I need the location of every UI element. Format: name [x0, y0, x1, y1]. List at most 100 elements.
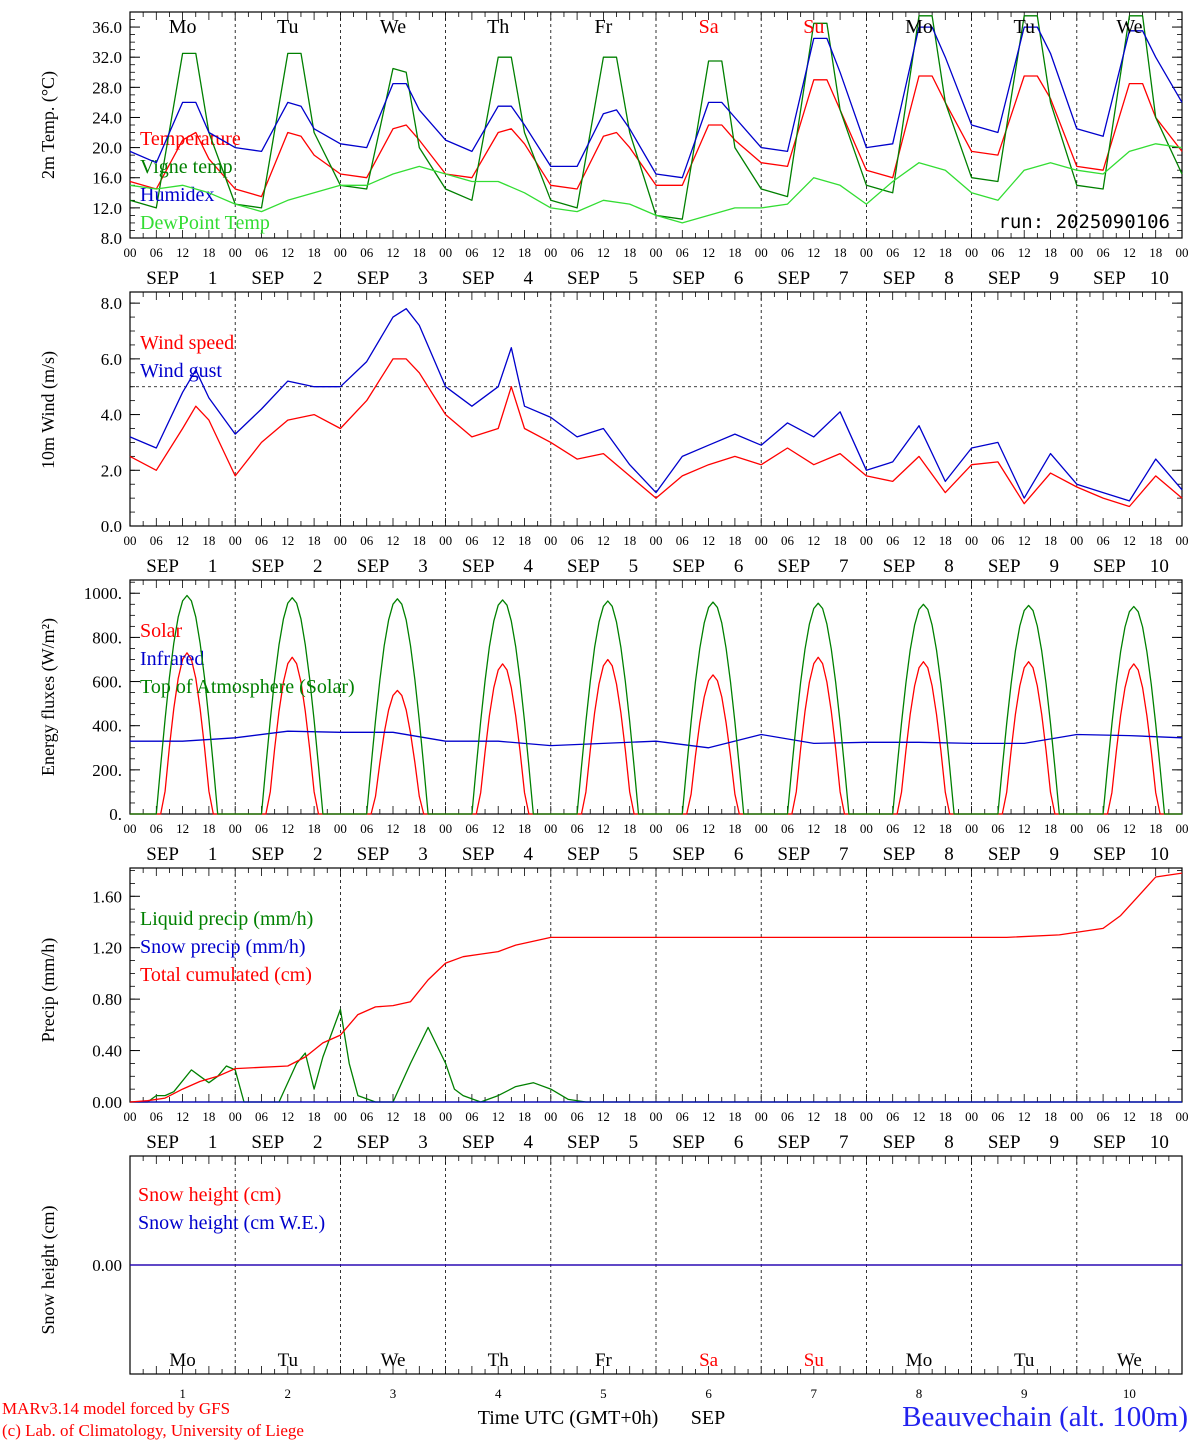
y-tick-label: 1.60 — [92, 887, 122, 906]
x-hour-label: 12 — [1123, 245, 1136, 260]
x-hour-label: 12 — [913, 1109, 926, 1124]
x-hour-label: 06 — [1097, 821, 1111, 836]
x-hour-label: 12 — [807, 1109, 820, 1124]
x-month-label: SEP — [672, 1132, 705, 1153]
x-hour-label: 06 — [1097, 533, 1111, 548]
x-hour-label: 12 — [281, 533, 294, 548]
y-axis-label: Snow height (cm) — [38, 1206, 59, 1335]
series-humidex-legend: Humidex — [140, 184, 214, 206]
x-hour-label: 12 — [281, 1109, 294, 1124]
x-date-label: 9 — [1049, 556, 1059, 577]
x-hour-label: 06 — [991, 821, 1005, 836]
series-snow-precip-mm-h-legend: Snow precip (mm/h) — [140, 936, 306, 958]
y-axis-label: Energy fluxes (W/m²) — [38, 618, 59, 776]
x-hour-label: 18 — [728, 821, 741, 836]
x-hour-label: 12 — [1018, 1109, 1031, 1124]
x-hour-label: 18 — [1149, 821, 1162, 836]
x-hour-label: 00 — [860, 533, 873, 548]
weekday-label: Mo — [169, 16, 197, 38]
x-month-label: SEP — [462, 1132, 495, 1153]
x-date-label: 10 — [1150, 1132, 1169, 1153]
weekday-label: We — [380, 16, 406, 38]
weekday-label: Mo — [905, 16, 933, 38]
y-tick-label: 0.80 — [92, 990, 122, 1009]
x-hour-label: 18 — [202, 245, 215, 260]
x-hour-label: 18 — [518, 1109, 531, 1124]
x-hour-label: 12 — [387, 245, 400, 260]
weekday-label-bottom: We — [381, 1350, 406, 1371]
x-axis-time-label: Time UTC (GMT+0h) — [478, 1407, 659, 1429]
x-hour-label: 06 — [150, 533, 164, 548]
x-hour-label: 00 — [229, 533, 242, 548]
x-hour-label: 00 — [650, 533, 663, 548]
x-hour-label: 12 — [176, 245, 189, 260]
x-hour-label: 12 — [387, 821, 400, 836]
x-date-label: 4 — [523, 268, 533, 289]
x-hour-label: 00 — [124, 533, 137, 548]
x-hour-label: 06 — [781, 821, 795, 836]
x-month-label: SEP — [777, 556, 810, 577]
footer-model: MARv3.14 model forced by GFS — [2, 1399, 230, 1418]
x-hour-label: 00 — [860, 1109, 873, 1124]
weekday-label-bottom: Tu — [1014, 1350, 1035, 1371]
x-date-label: 10 — [1150, 844, 1169, 865]
x-date-label: 8 — [944, 556, 954, 577]
x-month-label: SEP — [462, 268, 495, 289]
x-month-label: SEP — [1093, 556, 1126, 577]
x-month-label: SEP — [251, 844, 284, 865]
weekday-label: Tu — [277, 16, 299, 38]
x-hour-label: 00 — [965, 533, 978, 548]
x-hour-label: 18 — [413, 821, 426, 836]
x-month-label: SEP — [777, 1132, 810, 1153]
x-hour-label: 06 — [571, 245, 585, 260]
x-hour-label: 00 — [755, 245, 768, 260]
x-date-label: 3 — [418, 556, 428, 577]
x-hour-label: 00 — [1070, 533, 1083, 548]
x-hour-label: 18 — [413, 533, 426, 548]
x-month-label: SEP — [357, 268, 390, 289]
x-month-label: SEP — [883, 556, 916, 577]
x-hour-label: 00 — [124, 245, 137, 260]
x-hour-label: 18 — [1044, 1109, 1057, 1124]
x-hour-label: 06 — [676, 245, 690, 260]
x-hour-label: 00 — [965, 821, 978, 836]
x-hour-label: 18 — [728, 245, 741, 260]
x-hour-label: 12 — [1018, 245, 1031, 260]
weekday-label: We — [1116, 16, 1142, 38]
x-hour-label: 06 — [255, 245, 269, 260]
x-hour-label: 06 — [886, 821, 900, 836]
x-hour-label: 18 — [413, 245, 426, 260]
x-month-label: SEP — [146, 268, 179, 289]
x-month-label: SEP — [1093, 1132, 1126, 1153]
x-hour-label: 00 — [229, 245, 242, 260]
x-hour-label: 06 — [255, 1109, 269, 1124]
x-hour-label: 12 — [1018, 533, 1031, 548]
y-tick-label: 200. — [92, 761, 122, 780]
series-temperature-line — [129, 75, 1183, 198]
x-hour-label: 00 — [965, 245, 978, 260]
x-date-label: 5 — [629, 556, 639, 577]
x-date-label: 3 — [418, 268, 428, 289]
x-month-label: SEP — [988, 844, 1021, 865]
x-hour-label: 06 — [991, 245, 1005, 260]
x-hour-label: 00 — [334, 821, 347, 836]
series-solar-legend: Solar — [140, 620, 183, 642]
x-hour-label: 12 — [281, 245, 294, 260]
x-month-label: SEP — [146, 1132, 179, 1153]
x-month-label: SEP — [567, 844, 600, 865]
x-hour-label: 00 — [544, 533, 557, 548]
y-tick-label: 12.0 — [92, 199, 122, 218]
y-tick-label: 8.0 — [101, 229, 122, 248]
x-date-label-bottom: 1 — [179, 1386, 186, 1401]
x-hour-label: 06 — [1097, 245, 1111, 260]
series-liquid-precip-mm-h-line — [130, 1008, 1182, 1103]
x-date-label: 5 — [629, 844, 639, 865]
x-month-label: SEP — [777, 268, 810, 289]
series-snow-height-cm-w-e-legend: Snow height (cm W.E.) — [138, 1212, 325, 1234]
x-hour-label: 00 — [650, 1109, 663, 1124]
x-date-label-bottom: 7 — [811, 1386, 818, 1401]
x-hour-label: 00 — [860, 821, 873, 836]
x-hour-label: 00 — [229, 1109, 242, 1124]
x-hour-label: 00 — [650, 245, 663, 260]
x-date-label: 7 — [839, 844, 849, 865]
